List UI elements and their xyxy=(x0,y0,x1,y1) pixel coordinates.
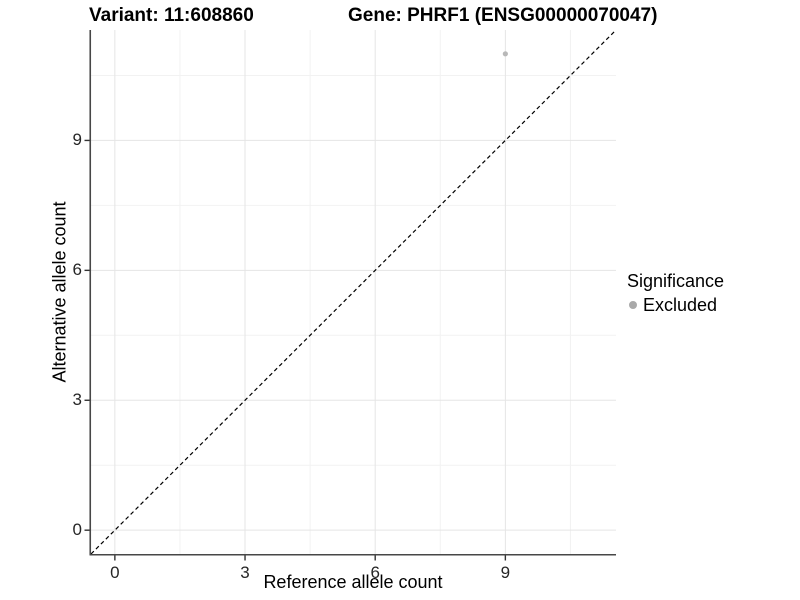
legend-item-excluded: Excluded xyxy=(627,295,724,315)
y-tick-label: 0 xyxy=(72,520,82,540)
legend-item-label: Excluded xyxy=(643,295,718,315)
y-tick-label: 3 xyxy=(72,390,82,410)
y-tick-label: 6 xyxy=(72,260,82,280)
legend: Significance Excluded xyxy=(627,271,724,315)
legend-title: Significance xyxy=(627,271,725,291)
data-point xyxy=(502,51,508,57)
x-tick-label: 3 xyxy=(240,563,250,582)
x-tick-label: 9 xyxy=(500,563,511,582)
legend-key-dot-icon xyxy=(629,301,637,309)
y-tick-label: 9 xyxy=(72,130,82,150)
x-tick-label: 0 xyxy=(110,563,120,582)
plot-title-gene: Gene: PHRF1 (ENSG00000070047) xyxy=(348,5,658,26)
x-tick-label: 6 xyxy=(370,563,380,582)
x-axis-title: Reference allele count xyxy=(263,572,443,592)
y-axis-title: Alternative allele count xyxy=(49,201,70,383)
plot-title-variant: Variant: 11:608860 xyxy=(89,5,254,26)
identity-line xyxy=(90,29,617,555)
